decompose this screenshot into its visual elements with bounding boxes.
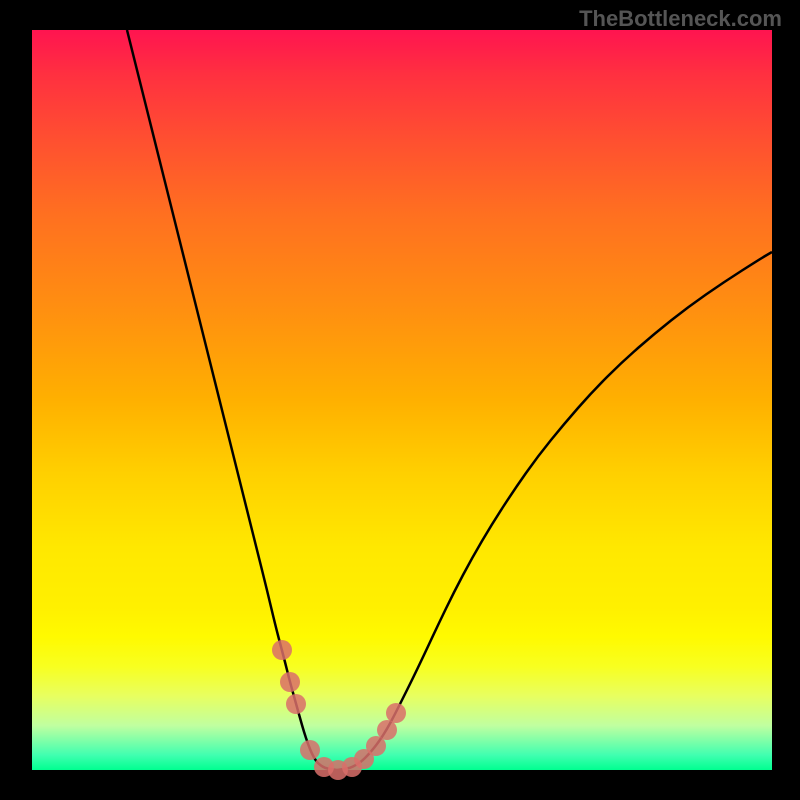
chart-container: TheBottleneck.com [0,0,800,800]
watermark-text: TheBottleneck.com [579,6,782,32]
plot-gradient-area [32,30,772,770]
